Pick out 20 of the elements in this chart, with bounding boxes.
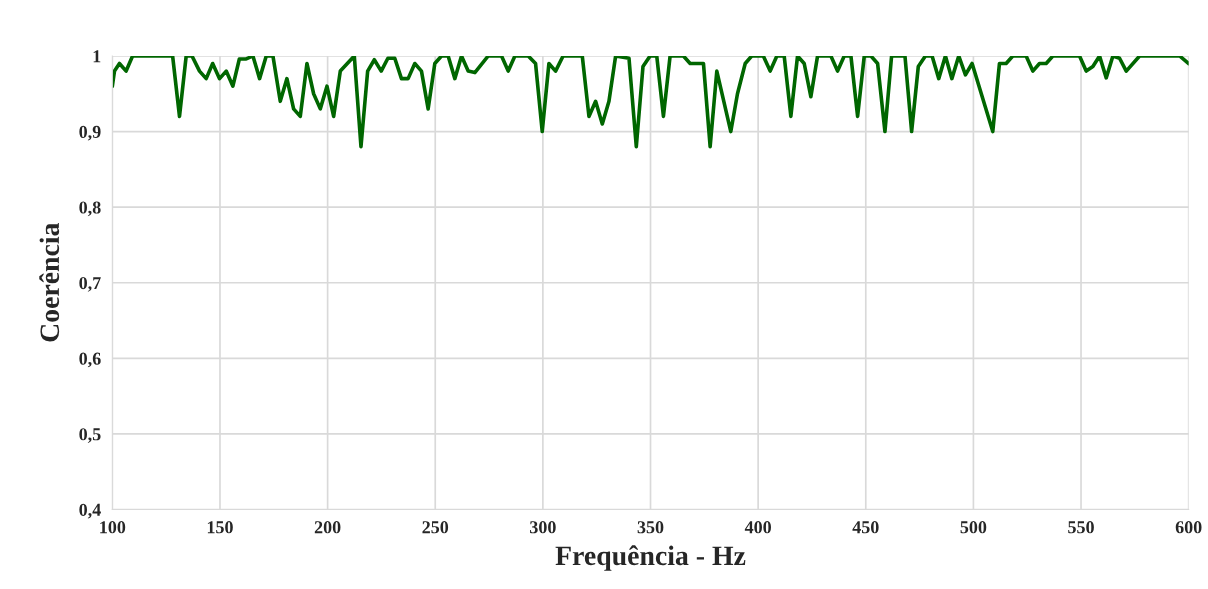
y-tick-label: 0,8 bbox=[79, 201, 101, 217]
y-tick-label: 0,7 bbox=[79, 276, 101, 292]
y-tick-label: 1 bbox=[93, 50, 101, 63]
x-tick-label: 550 bbox=[1068, 521, 1094, 534]
x-axis-title: Frequência - Hz bbox=[555, 545, 746, 571]
y-axis-title: Coerência bbox=[39, 222, 60, 342]
x-tick-label: 250 bbox=[422, 521, 449, 534]
x-tick-label: 150 bbox=[207, 521, 233, 534]
x-tick-label: 500 bbox=[960, 521, 987, 534]
y-tick-label: 0,6 bbox=[79, 352, 101, 368]
x-tick-label: 600 bbox=[1175, 521, 1202, 534]
x-tick-label: 400 bbox=[744, 521, 771, 534]
y-tick-label: 0,4 bbox=[79, 503, 101, 519]
x-tick-label: 450 bbox=[852, 521, 879, 534]
x-tick-label: 200 bbox=[314, 521, 341, 534]
x-tick-label: 300 bbox=[530, 521, 556, 534]
y-tick-label: 0,5 bbox=[79, 428, 101, 443]
x-tick-label: 100 bbox=[100, 521, 126, 534]
x-tick-label: 350 bbox=[637, 521, 664, 534]
y-tick-label: 0,9 bbox=[79, 125, 101, 141]
